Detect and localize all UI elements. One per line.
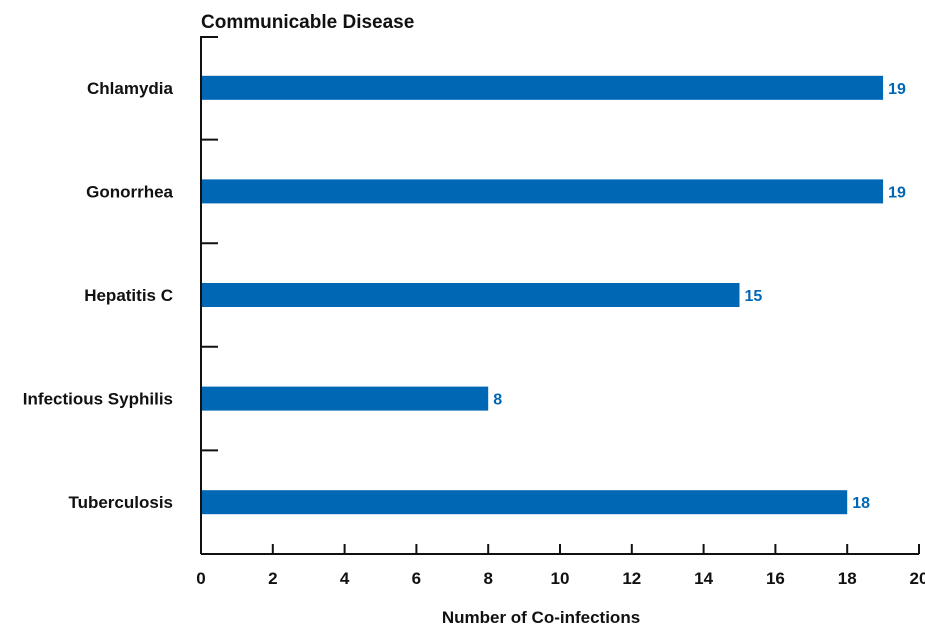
bar-value-label: 19: [888, 184, 906, 201]
category-label: Gonorrhea: [86, 182, 173, 201]
bar: [202, 75, 884, 100]
bar: [202, 179, 884, 204]
x-tick-label: 18: [838, 569, 857, 588]
chart-title: Communicable Disease: [201, 12, 414, 33]
bar: [202, 283, 740, 307]
x-tick-label: 14: [694, 569, 713, 588]
chart-axes: [200, 36, 920, 555]
bar-value-label: 19: [888, 81, 906, 98]
x-tick-label: 2: [268, 569, 277, 588]
category-label: Chlamydia: [87, 79, 174, 98]
x-axis-label: Number of Co-infections: [442, 608, 640, 626]
x-tick-label: 16: [766, 569, 785, 588]
bar: [202, 490, 848, 515]
x-tick-label: 8: [483, 569, 492, 588]
x-tick-label: 12: [622, 569, 641, 588]
x-tick-label: 10: [551, 569, 570, 588]
chart-bars: [202, 75, 884, 515]
x-tick-label: 4: [340, 569, 350, 588]
bar-value-label: 15: [745, 288, 763, 305]
bar-value-label: 18: [852, 495, 870, 512]
bar: [202, 386, 489, 411]
x-tick-label: 6: [412, 569, 421, 588]
category-label: Infectious Syphilis: [23, 390, 173, 409]
bar-value-label: 8: [493, 392, 502, 409]
category-label: Tuberculosis: [68, 493, 173, 512]
chart-labels: 0 2 4 6 8 10 12 14 16 18 20 Chlamydia 19 Gonorrhea 19 H…: [23, 79, 925, 588]
x-tick-label: 0: [196, 569, 205, 588]
category-label: Hepatitis C: [84, 286, 173, 305]
x-tick-label: 20: [910, 569, 925, 588]
